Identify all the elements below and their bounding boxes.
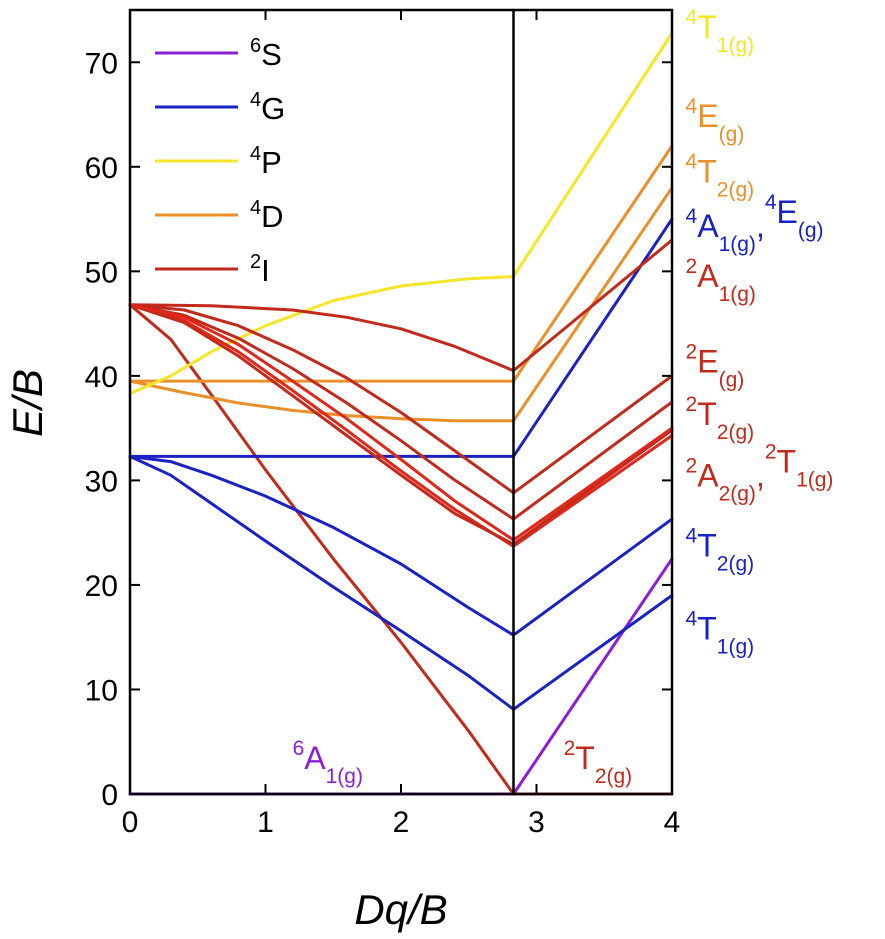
series-line-17 (512, 238, 674, 373)
term-label-9: 4T1(g) (686, 607, 755, 658)
y-tick-label: 40 (85, 361, 118, 394)
x-tick-label: 0 (122, 806, 139, 839)
series-line-13 (512, 144, 674, 383)
x-tick-label: 2 (393, 806, 410, 839)
term-label-10: 6A1(g) (293, 737, 363, 788)
y-tick-label: 70 (85, 47, 118, 80)
term-label-6: 2T2(g) (686, 393, 755, 444)
series-line-7 (512, 517, 674, 637)
series-line-20 (128, 303, 515, 521)
x-axis-title: Dq/B (354, 886, 447, 933)
term-label-7: 2A2(g),2T1(g) (686, 441, 834, 506)
term-labels: 4T1(g)4E(g)4T2(g)4A1(g),4E(g)2A1(g)2E(g)… (293, 6, 834, 788)
series-line-4 (128, 454, 515, 711)
y-tick-label: 30 (85, 465, 118, 498)
axes-frame (128, 8, 674, 796)
term-label-1: 4E(g) (686, 95, 745, 146)
series-line-1 (512, 557, 674, 796)
x-tick-label: 4 (664, 806, 681, 839)
legend-label-I: 2I (250, 251, 270, 288)
series-line-23 (512, 434, 674, 548)
series-line-5 (512, 593, 674, 711)
plot-frame (128, 8, 674, 796)
legend-label-S: 6S (250, 35, 282, 72)
term-label-2: 4T2(g) (686, 150, 755, 201)
series-line-24 (128, 303, 515, 546)
series-layer (128, 8, 674, 796)
series-line-16 (128, 303, 515, 373)
series-line-14 (128, 275, 515, 396)
series-line-10 (128, 379, 515, 423)
series-line-21 (512, 400, 674, 521)
y-tick-label: 10 (85, 674, 118, 707)
term-label-11: 2T2(g) (564, 737, 633, 788)
series-line-19 (512, 374, 674, 495)
x-tick-label: 3 (528, 806, 545, 839)
series-line-9 (512, 217, 674, 458)
series-line-26 (128, 303, 515, 542)
y-tick-label: 20 (85, 570, 118, 603)
legend-label-G: 4G (250, 89, 285, 126)
series-line-18 (128, 303, 515, 495)
term-label-8: 4T2(g) (686, 525, 755, 576)
series-line-22 (128, 303, 515, 548)
y-tick-label: 50 (85, 256, 118, 289)
series-line-15 (512, 31, 674, 279)
series-line-27 (512, 426, 674, 542)
series-line-2 (128, 303, 515, 796)
term-label-4: 2A1(g) (686, 255, 756, 306)
series-line-25 (512, 428, 674, 546)
y-axis-title: E/B (4, 369, 51, 437)
term-label-0: 4T1(g) (686, 6, 755, 57)
term-label-3: 4A1(g),4E(g) (686, 191, 824, 256)
legend-label-P: 4P (250, 143, 282, 180)
term-label-5: 2E(g) (686, 341, 745, 392)
x-tick-label: 1 (257, 806, 274, 839)
y-tick-label: 60 (85, 152, 118, 185)
legend: 6S 4G 4P 4D 2I (155, 35, 285, 288)
series-line-6 (128, 454, 515, 637)
y-tick-label: 0 (101, 779, 118, 812)
legend-label-D: 4D (250, 197, 284, 234)
